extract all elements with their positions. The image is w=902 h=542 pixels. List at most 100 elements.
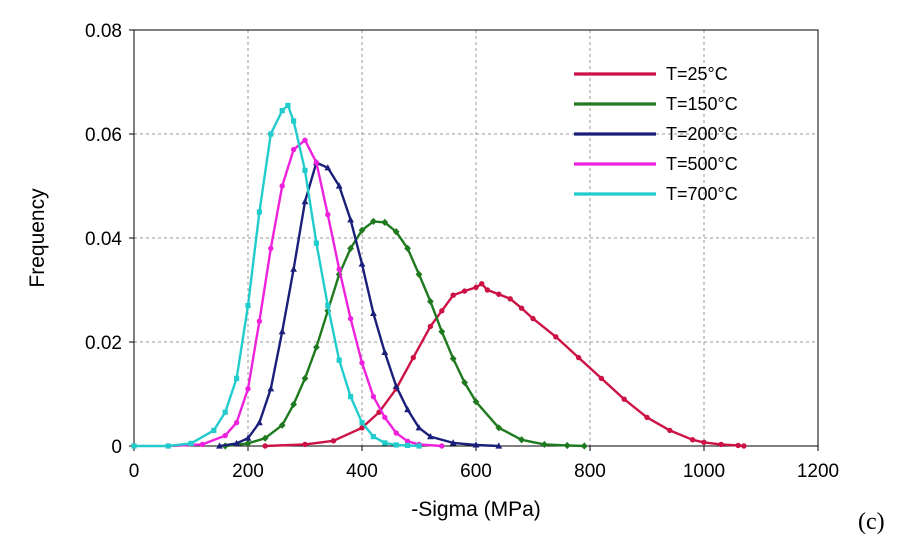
data-point [301, 374, 309, 382]
data-point [689, 437, 696, 443]
data-point [211, 427, 217, 433]
data-point [438, 328, 446, 336]
data-point [701, 439, 707, 446]
data-point [472, 441, 480, 448]
series-line [219, 161, 499, 448]
series-line [168, 139, 442, 448]
y-tick-label: 0.02 [85, 333, 122, 354]
data-point [267, 385, 275, 392]
data-point [188, 440, 194, 446]
data-point [392, 382, 400, 389]
data-point [473, 284, 479, 291]
data-point [484, 287, 491, 293]
data-point [405, 442, 411, 449]
data-point [382, 414, 388, 421]
data-point [324, 164, 332, 171]
y-axis-title: Frequency [26, 188, 49, 288]
data-point [735, 442, 741, 449]
data-point [370, 309, 377, 316]
data-point [404, 244, 411, 252]
y-tick-label: 0.08 [85, 21, 122, 42]
data-point [718, 441, 724, 448]
data-point [404, 438, 411, 445]
legend-label: T=25°C [666, 64, 728, 84]
data-point [439, 443, 445, 449]
data-point [495, 424, 503, 432]
data-point [336, 266, 342, 272]
data-point [290, 400, 297, 408]
data-point [244, 434, 252, 441]
data-point [325, 211, 331, 218]
data-point [381, 348, 389, 355]
data-point [302, 167, 308, 173]
data-point [279, 108, 285, 114]
data-point [393, 442, 399, 448]
data-point [370, 434, 376, 440]
data-point [335, 182, 343, 189]
y-tick-label: 0.04 [85, 229, 122, 250]
data-point [472, 398, 480, 406]
data-point [358, 260, 366, 267]
data-point [256, 209, 262, 215]
legend: T=25°C T=150°C T=200°C T=500°C T=700°C [574, 64, 738, 204]
data-point [291, 118, 297, 124]
data-point [268, 245, 274, 252]
x-tick-label: 1000 [683, 461, 725, 482]
legend-label: T=500°C [666, 154, 738, 174]
data-point [382, 440, 388, 446]
series-4 [131, 102, 422, 449]
data-point [410, 354, 416, 361]
y-tick-label: 0 [111, 437, 122, 458]
data-point [233, 439, 240, 446]
data-point [449, 439, 457, 446]
data-point [245, 386, 251, 392]
data-point [222, 409, 228, 415]
y-tick-label: 0.06 [85, 125, 122, 146]
data-point [301, 198, 309, 205]
data-point [336, 357, 342, 363]
legend-label: T=700°C [666, 184, 738, 204]
data-point [439, 308, 445, 314]
data-point [416, 443, 422, 449]
data-point [313, 343, 320, 351]
data-point [233, 419, 240, 426]
data-point [667, 427, 673, 434]
data-point [216, 442, 223, 449]
data-point [302, 441, 308, 448]
data-point [325, 303, 331, 309]
data-point [621, 396, 627, 402]
data-point [359, 425, 365, 431]
data-point [415, 424, 423, 431]
data-point [358, 226, 366, 234]
data-point [393, 430, 399, 436]
data-point [518, 305, 525, 311]
data-point [449, 355, 457, 363]
data-point [404, 406, 411, 413]
data-point [234, 375, 240, 381]
data-point [348, 394, 354, 400]
data-point [496, 291, 502, 297]
data-point [575, 354, 582, 361]
data-point [165, 443, 171, 449]
x-tick-label: 400 [346, 461, 378, 482]
data-point [370, 217, 377, 225]
x-tick-label: 200 [232, 461, 264, 482]
data-point [370, 393, 377, 400]
data-point [290, 146, 297, 153]
data-point [461, 288, 468, 294]
data-point [131, 443, 137, 449]
data-point [479, 281, 485, 287]
data-point [553, 334, 559, 340]
series-line [134, 104, 420, 448]
data-point [381, 218, 389, 226]
series-2 [216, 159, 503, 449]
data-point [256, 318, 263, 324]
data-point [644, 414, 650, 421]
data-point [359, 420, 365, 426]
data-point [313, 159, 320, 166]
data-point [427, 323, 434, 330]
data-point [580, 442, 588, 450]
data-point [279, 183, 285, 189]
series-line [265, 282, 745, 448]
